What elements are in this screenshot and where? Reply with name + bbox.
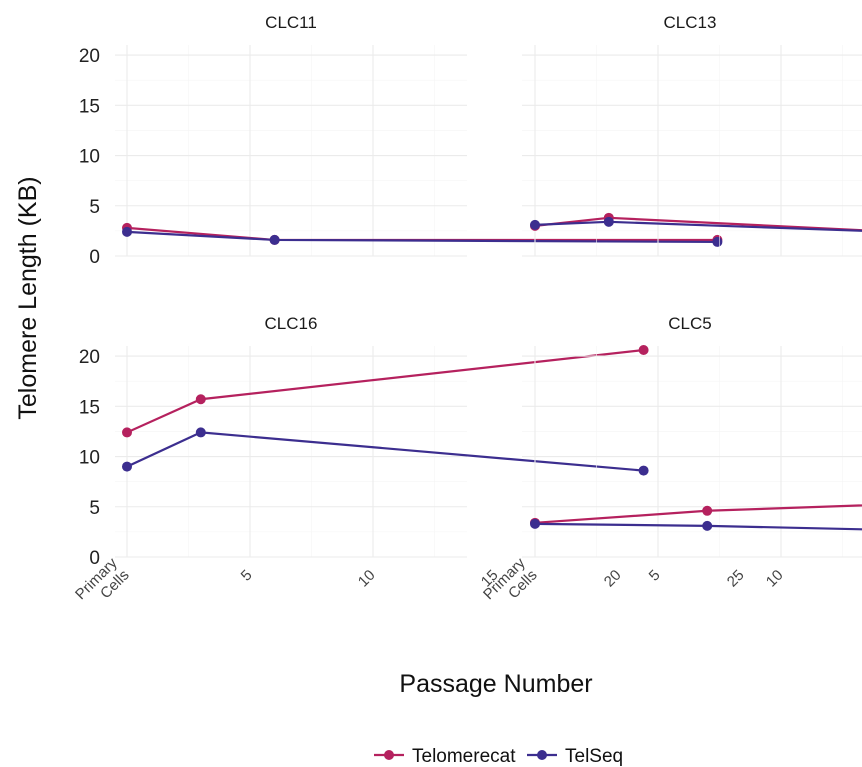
panel-title: CLC5 [668,314,711,333]
legend-marker-telomerecat [384,750,394,760]
x-axis-label: Passage Number [399,670,592,698]
series-line-telseq [126,431,644,472]
series-line-telomerecat [534,216,862,232]
y-tick-label: 20 [79,46,100,67]
y-tick-label: 15 [79,96,100,117]
data-point-telomerecat [702,505,713,516]
x-tick-label-line: 5 [238,567,256,585]
data-point-telomerecat [122,427,132,438]
y-axis-label: Telomere Length (KB) [14,176,42,419]
data-point-telseq [530,518,540,529]
x-tick-label: 25 [724,567,748,591]
panel-title: CLC16 [265,314,318,333]
x-tick-label-line: 10 [763,567,787,591]
x-tick-label: 20 [601,567,625,591]
series-line-telomerecat [126,226,718,242]
panel-title: CLC11 [265,13,317,32]
series-line-telseq [534,522,862,531]
x-tick-label: 10 [763,567,787,591]
y-tick-label: 10 [79,448,100,469]
y-tick-label: 20 [79,347,100,368]
legend-marker-telseq [537,750,547,760]
data-point-telseq [122,226,132,237]
data-point-telseq [638,465,649,476]
data-point-telseq [195,427,206,438]
data-point-telseq [712,236,723,247]
panel-title: CLC13 [664,13,717,32]
x-tick-label: 5 [646,567,664,585]
data-point-telomerecat [638,345,649,356]
panel-clc11: CLC11 0 5 10 15 20 [79,13,723,268]
data-point-telseq [530,219,540,230]
legend-label-telseq: TelSeq [565,746,623,767]
x-tick-label-line: 10 [355,567,379,591]
series-line-telomerecat [534,504,862,524]
series-line-telomerecat [126,348,644,434]
legend-label-telomerecat: Telomerecat [412,746,516,767]
y-tick-label: 0 [89,247,100,268]
data-point-telseq [269,234,280,245]
panel-clc5: CLC5PrimaryCells510152025 [480,314,862,615]
y-tick-label: 5 [89,197,100,218]
y-tick-label: 15 [79,397,100,418]
legend: Telomerecat TelSeq [374,746,623,767]
x-tick-label: PrimaryCells [480,554,541,615]
series-line-telseq [534,220,862,232]
data-point-telseq [603,216,614,227]
data-point-telseq [122,461,132,472]
data-point-telomerecat [195,394,206,405]
x-tick-label: 10 [355,567,379,591]
y-tick-label: 5 [89,498,100,519]
y-tick-label: 10 [79,147,100,168]
y-tick-label: 0 [89,548,100,569]
x-tick-label-line: 25 [724,567,748,591]
x-tick-label: 5 [238,567,256,585]
x-tick-label: PrimaryCells [72,554,133,615]
panel-clc13: CLC13 [522,13,862,257]
chart-panels: CLC11 0 5 10 15 20 CLC13 CLC16 0 5 10 15 20 PrimaryCe… [72,13,862,615]
x-tick-label-line: 5 [646,567,664,585]
x-tick-label-line: 20 [601,567,625,591]
data-point-telseq [702,520,713,531]
